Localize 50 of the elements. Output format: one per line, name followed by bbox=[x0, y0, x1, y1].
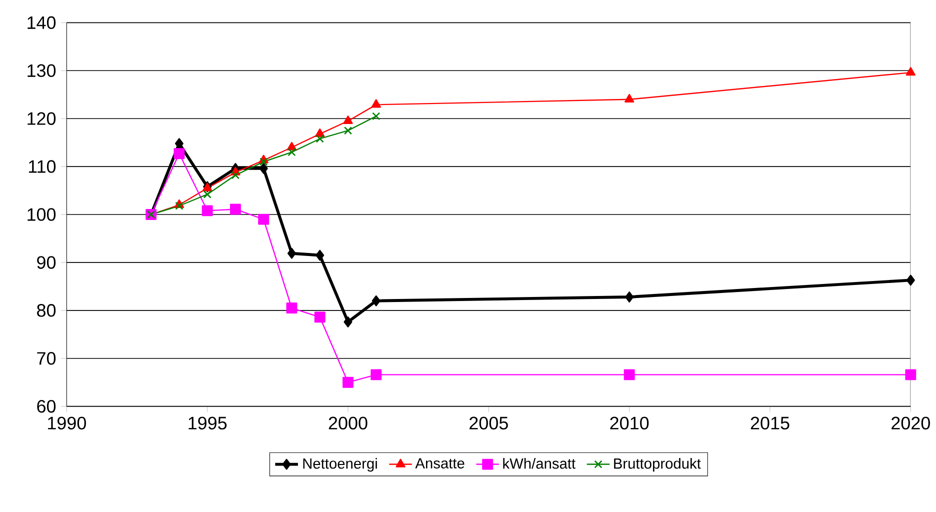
point bbox=[258, 214, 270, 225]
point bbox=[314, 312, 326, 323]
point bbox=[344, 126, 352, 135]
y-tick-label: 130 bbox=[28, 64, 56, 77]
point bbox=[175, 202, 184, 210]
point bbox=[174, 148, 185, 160]
y-tick-label: 110 bbox=[28, 160, 56, 173]
x-tick-label: 1990 bbox=[48, 416, 86, 430]
point bbox=[372, 112, 380, 120]
point bbox=[905, 369, 916, 380]
x-tick-label: 2000 bbox=[328, 416, 368, 430]
point bbox=[316, 250, 324, 261]
point bbox=[344, 316, 352, 328]
point bbox=[230, 204, 241, 215]
point bbox=[288, 148, 296, 156]
point bbox=[174, 138, 184, 149]
point bbox=[203, 190, 212, 198]
point bbox=[906, 274, 915, 286]
point bbox=[287, 248, 296, 259]
point bbox=[906, 67, 916, 76]
x-tick-label: 2020 bbox=[892, 416, 930, 430]
x-tick-label: 2010 bbox=[610, 416, 649, 430]
point bbox=[260, 158, 268, 166]
x-tick-label: 2015 bbox=[750, 416, 790, 430]
point bbox=[371, 99, 381, 108]
point bbox=[370, 369, 382, 380]
point bbox=[624, 94, 634, 102]
legend-label: Bruttoprodukt bbox=[614, 458, 701, 472]
legend-label: Nettoenergi bbox=[303, 458, 377, 472]
y-tick-label: 80 bbox=[37, 304, 56, 317]
point bbox=[259, 162, 268, 174]
y-tick-label: 90 bbox=[37, 256, 56, 269]
y-tick-label: 70 bbox=[37, 352, 56, 365]
y-tick-label: 60 bbox=[37, 400, 56, 413]
point bbox=[202, 205, 213, 216]
legend-label: Ansatte bbox=[415, 458, 464, 468]
x-tick-label: 1995 bbox=[188, 416, 227, 430]
x-tick-label: 2005 bbox=[470, 416, 508, 430]
y-tick-label: 140 bbox=[28, 16, 56, 30]
point bbox=[372, 295, 380, 306]
point bbox=[624, 369, 635, 380]
point bbox=[316, 134, 324, 143]
point bbox=[343, 116, 353, 124]
point bbox=[625, 292, 634, 302]
point bbox=[231, 171, 240, 180]
y-tick-label: 100 bbox=[28, 208, 56, 221]
point bbox=[342, 376, 354, 388]
y-tick-label: 120 bbox=[28, 112, 56, 125]
point bbox=[286, 302, 298, 314]
legend-label: kWh/ansatt bbox=[503, 458, 576, 469]
